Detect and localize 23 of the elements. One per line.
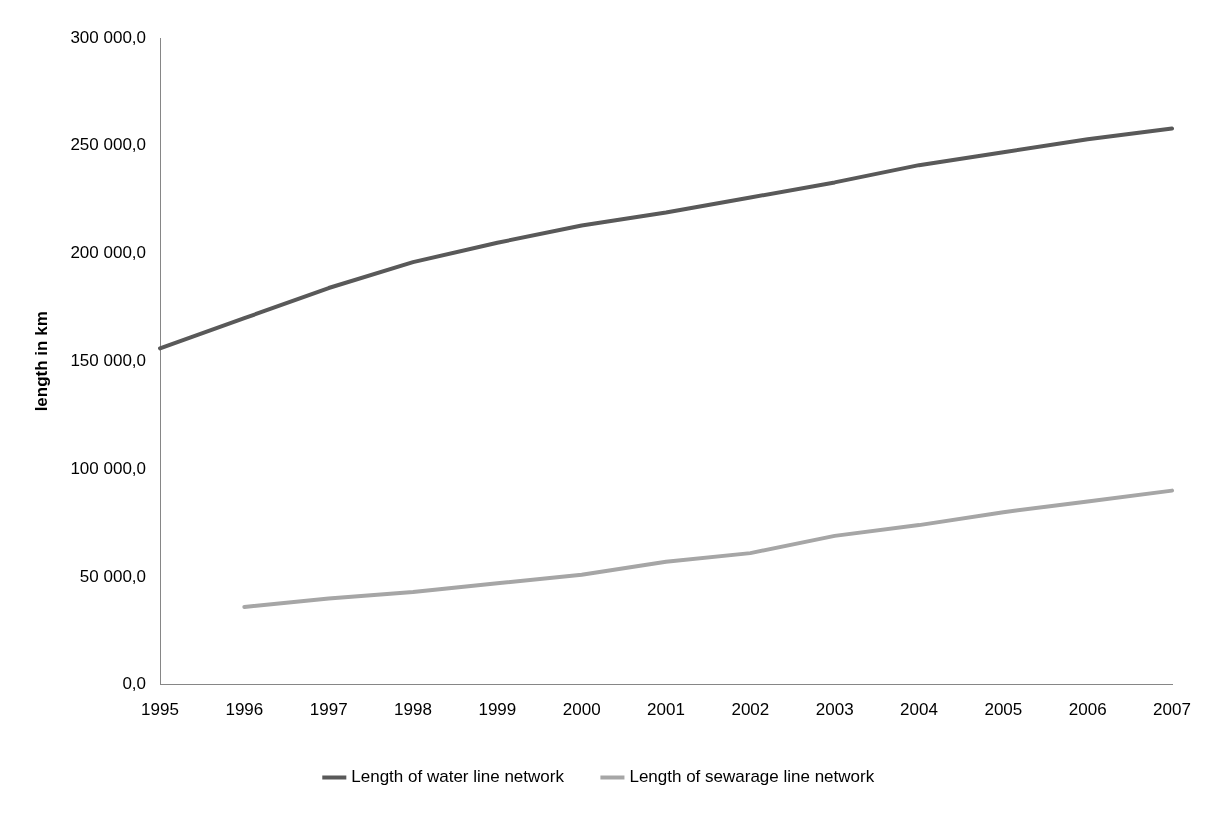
x-tick-label: 1999 (478, 700, 517, 720)
legend-label: Length of water line network (351, 767, 565, 787)
x-tick-label: 1995 (141, 700, 179, 720)
y-tick-label: 50 000,0 (79, 566, 147, 586)
y-tick-label: 150 000,0 (70, 350, 147, 370)
y-tick-label: 200 000,0 (70, 243, 147, 263)
x-tick-label: 1997 (309, 700, 348, 720)
y-axis-title: length in km (31, 311, 51, 412)
x-tick-label: 2007 (1153, 700, 1191, 720)
x-tick-label: 2004 (900, 700, 938, 720)
x-tick-label: 2005 (984, 700, 1023, 720)
x-tick-label: 1998 (394, 700, 432, 720)
y-tick-label: 0,0 (122, 674, 147, 694)
legend-label: Length of sewarage line network (629, 767, 875, 787)
y-tick-label: 100 000,0 (70, 458, 147, 478)
x-tick-label: 2003 (815, 700, 854, 720)
x-tick-label: 2006 (1068, 700, 1107, 720)
y-tick-label: 250 000,0 (70, 135, 147, 155)
x-tick-label: 2002 (731, 700, 770, 720)
x-tick-label: 1996 (225, 700, 264, 720)
y-tick-label: 300 000,0 (70, 27, 147, 47)
x-tick-label: 2001 (647, 700, 685, 720)
x-tick-label: 2000 (562, 700, 601, 720)
